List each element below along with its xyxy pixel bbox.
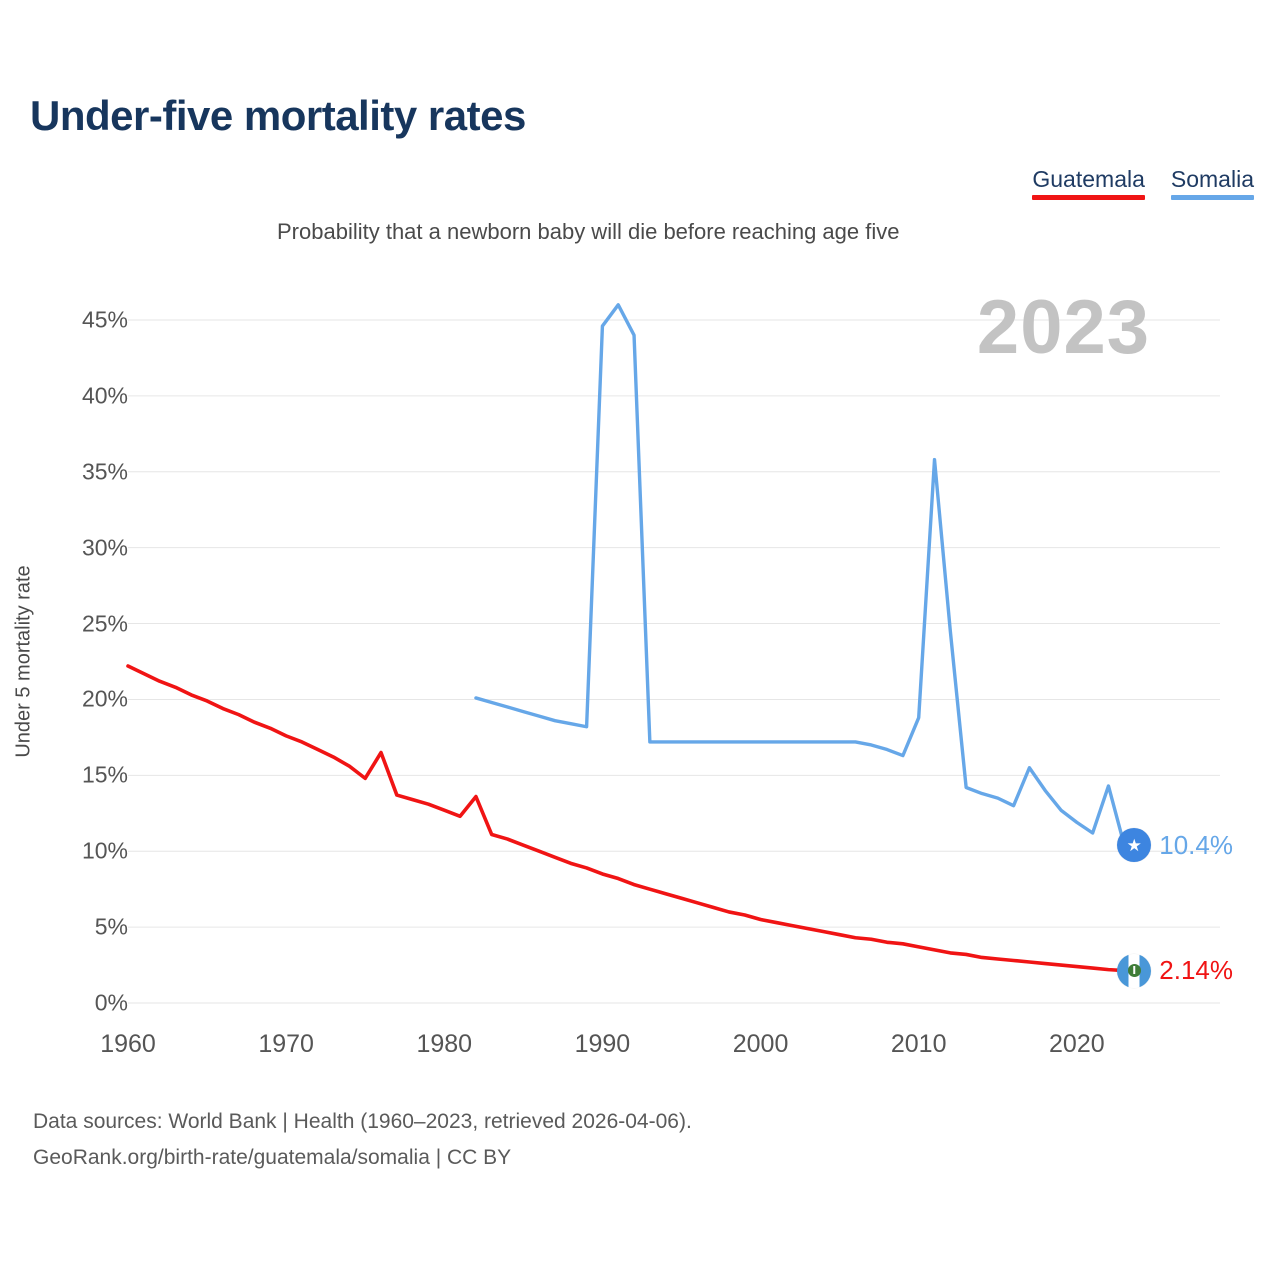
page-title: Under-five mortality rates	[30, 92, 526, 139]
somalia-flag-icon: ★	[1117, 828, 1152, 863]
legend-item-guatemala[interactable]: Guatemala	[1032, 166, 1145, 200]
end-label-somalia: ★ 10.4%	[1117, 828, 1233, 863]
y-axis-tick-label: 40%	[81, 382, 128, 409]
legend-item-somalia[interactable]: Somalia	[1170, 166, 1254, 200]
legend-label-somalia: Somalia	[1170, 166, 1254, 192]
x-axis-tick-label: 1970	[258, 1030, 314, 1058]
end-label-guatemala: 2.14%	[1117, 953, 1233, 988]
y-axis-tick-label: 10%	[81, 837, 128, 864]
star-glyph: ★	[1126, 835, 1142, 855]
chart-plot-area: Under 5 mortality rate 0% 5% 10% 15% 20% 25% 3…	[0, 0, 1280, 1090]
legend-color-swatch-somalia	[1170, 195, 1254, 200]
end-value-somalia: 10.4%	[1159, 829, 1233, 860]
y-axis-tick-label: 45%	[81, 306, 128, 333]
y-axis-tick-label: 30%	[81, 534, 128, 561]
y-axis-tick-label: 35%	[81, 458, 128, 485]
footer-data-sources: Data sources: World Bank | Health (1960–…	[33, 1110, 692, 1133]
y-axis-ticks: 0% 5% 10% 15% 20% 25% 30% 35% 40% 45%	[0, 0, 128, 1090]
end-value-guatemala: 2.14%	[1159, 955, 1233, 986]
x-axis-tick-label: 1990	[574, 1030, 631, 1058]
y-axis-tick-label: 15%	[81, 761, 128, 788]
chart-canvas	[126, 303, 1220, 1004]
y-axis-tick-label: 20%	[81, 685, 128, 712]
footer-attribution: GeoRank.org/birth-rate/guatemala/somalia…	[33, 1146, 512, 1169]
y-axis-tick-label: 25%	[81, 610, 128, 637]
series-line-guatemala	[126, 664, 1127, 973]
legend-label-guatemala: Guatemala	[1032, 166, 1145, 192]
y-axis-tick-label: 0%	[94, 989, 128, 1016]
chart-subtitle: Probability that a newborn baby will die…	[277, 219, 900, 244]
legend-color-swatch-guatemala	[1032, 195, 1145, 200]
y-axis-tick-label: 5%	[94, 913, 128, 940]
chart-legend: Guatemala Somalia	[1032, 166, 1254, 200]
x-axis-tick-label: 2010	[890, 1030, 947, 1058]
x-axis-tick-label: 2000	[732, 1030, 789, 1058]
x-axis-tick-label: 1980	[416, 1030, 473, 1058]
x-axis-tick-label: 2020	[1049, 1030, 1105, 1058]
series-line-somalia	[474, 303, 1126, 847]
chart-footer: Data sources: World Bank | Health (1960–…	[33, 1104, 692, 1176]
year-watermark: 2023	[976, 285, 1150, 370]
guatemala-emblem-glyph	[1127, 964, 1141, 978]
guatemala-flag-icon	[1117, 953, 1152, 988]
x-axis-tick-label: 1960	[100, 1030, 156, 1058]
